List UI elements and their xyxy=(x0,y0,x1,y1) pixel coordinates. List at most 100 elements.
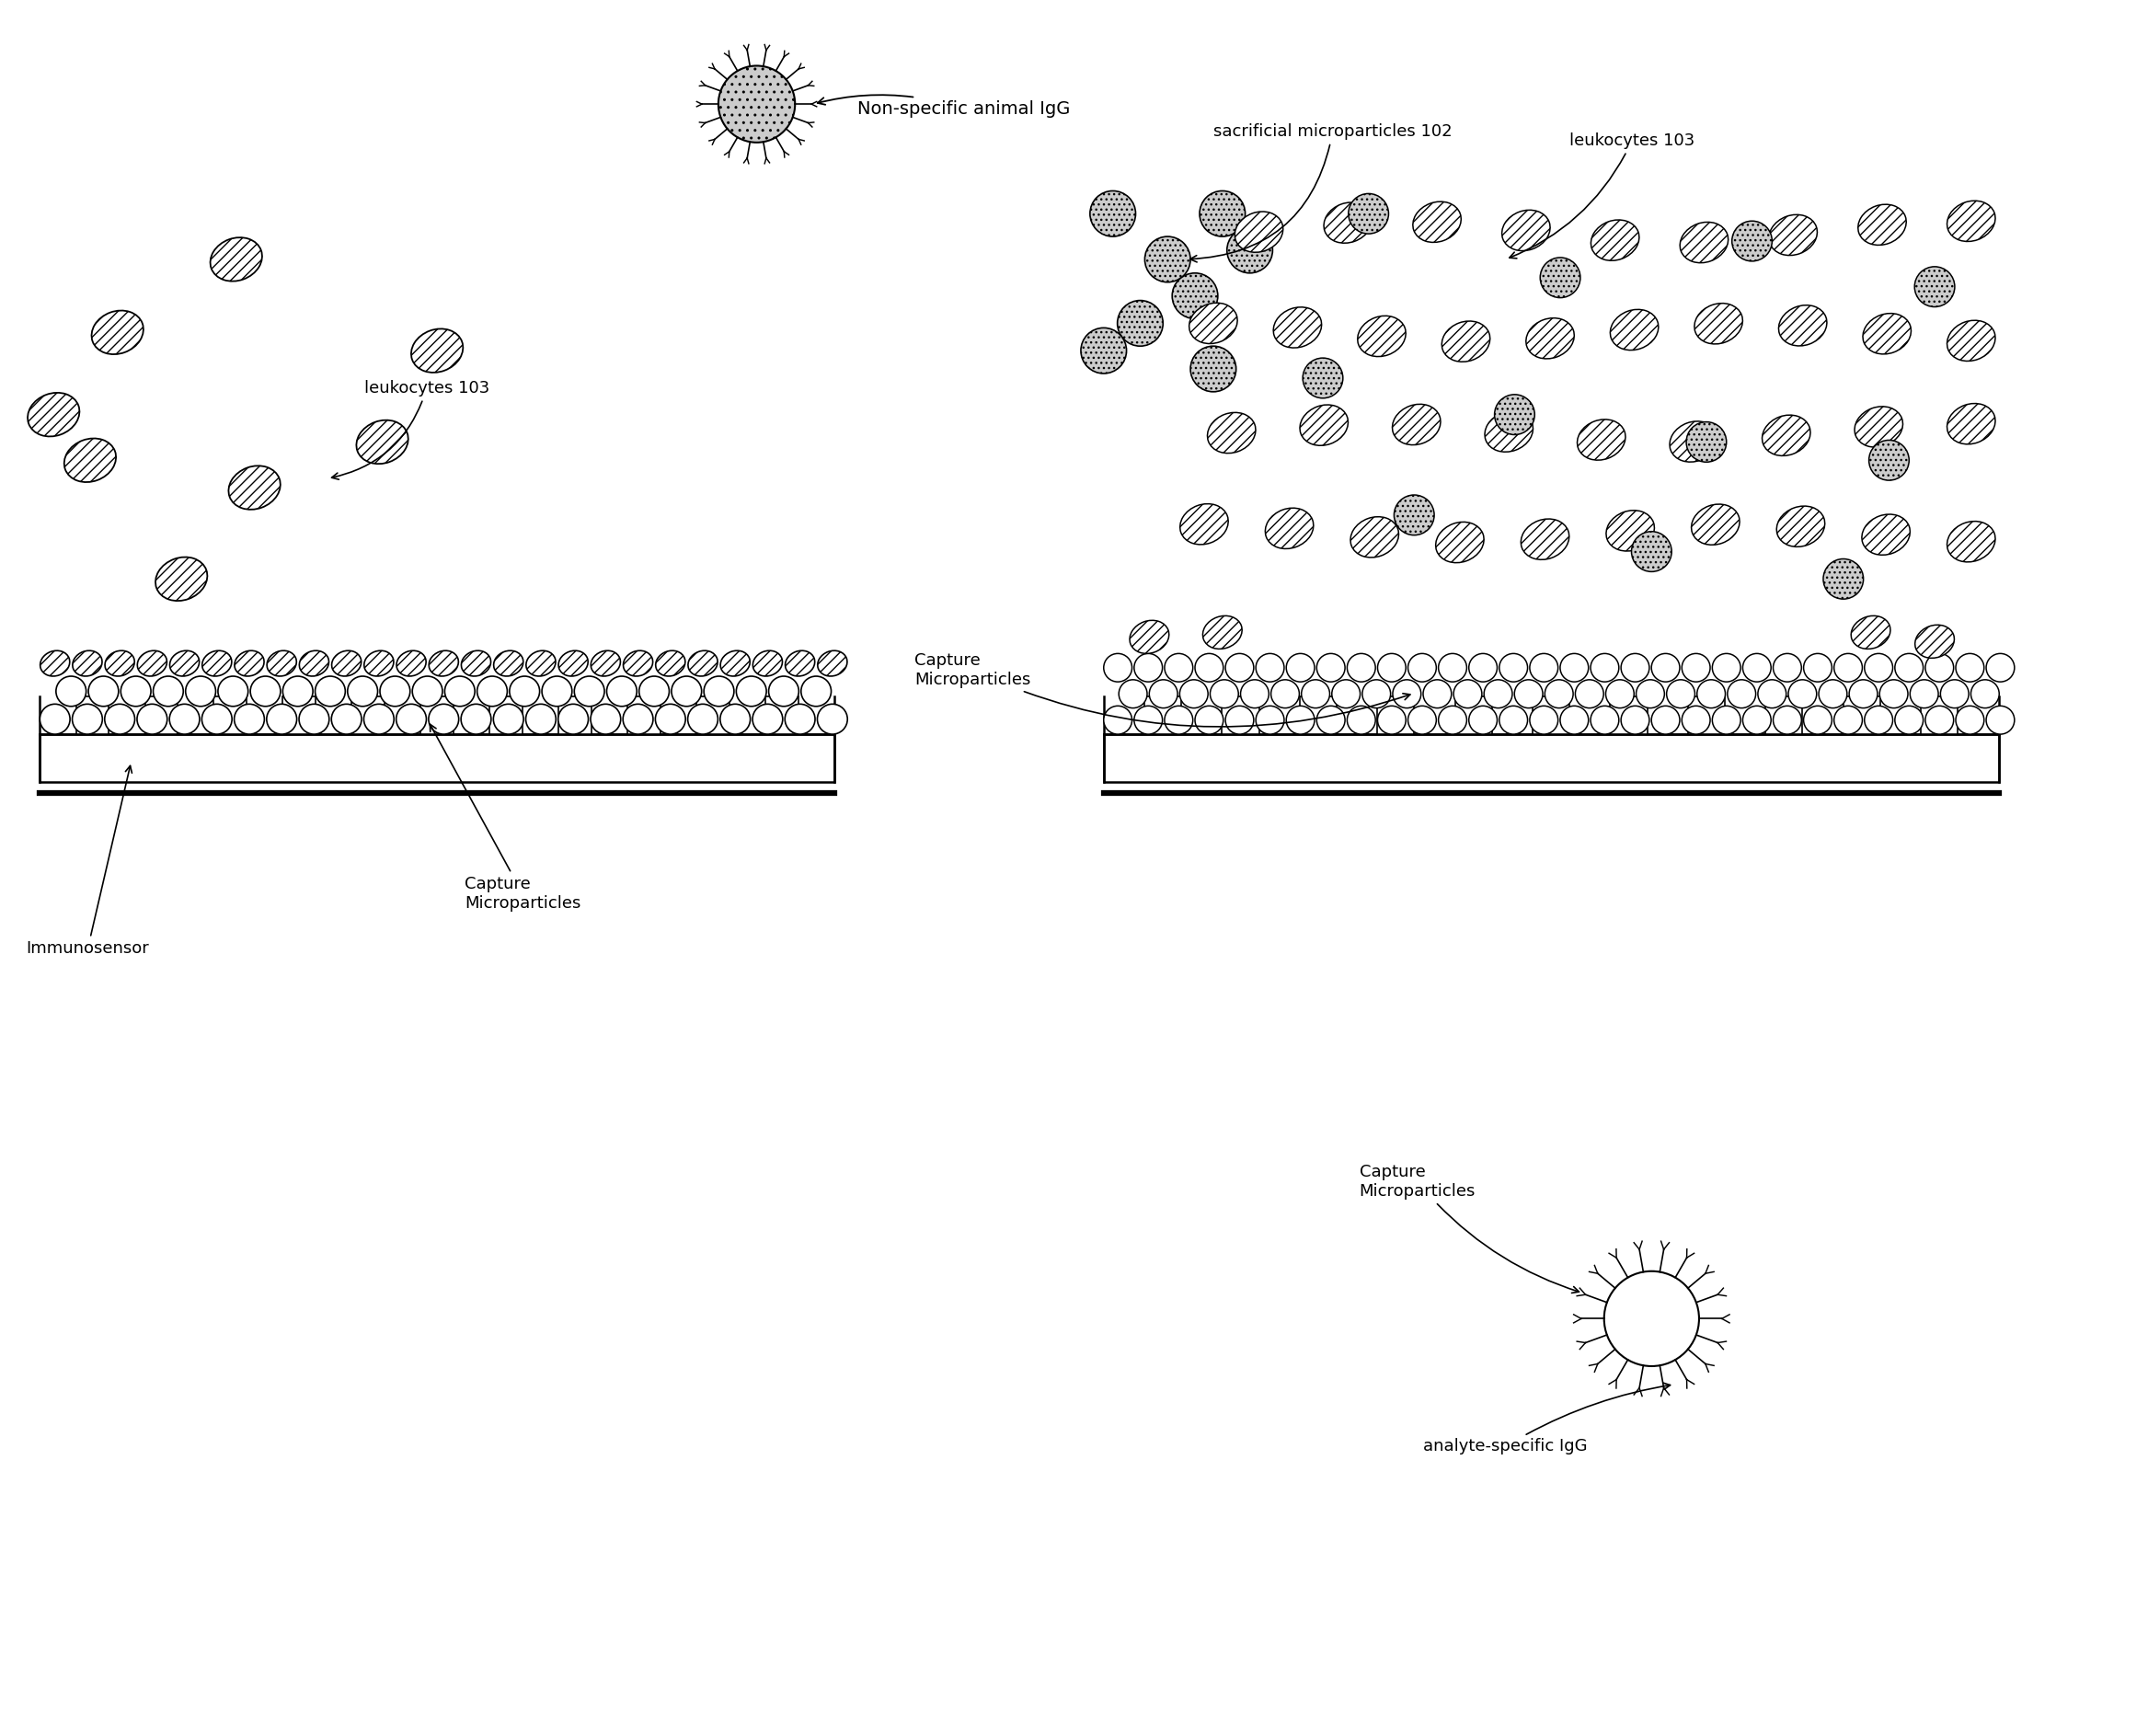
Circle shape xyxy=(202,705,232,734)
Ellipse shape xyxy=(1946,403,1995,444)
Circle shape xyxy=(41,705,71,734)
Circle shape xyxy=(1317,707,1345,734)
Circle shape xyxy=(623,705,653,734)
Circle shape xyxy=(1987,707,2015,734)
Circle shape xyxy=(1179,681,1207,708)
Ellipse shape xyxy=(1521,519,1570,559)
Circle shape xyxy=(1819,681,1847,708)
Ellipse shape xyxy=(558,651,589,675)
Circle shape xyxy=(153,677,183,707)
Circle shape xyxy=(1209,681,1239,708)
Circle shape xyxy=(1164,653,1192,682)
Bar xyxy=(352,696,384,734)
Ellipse shape xyxy=(1413,201,1461,243)
Ellipse shape xyxy=(1854,406,1903,448)
Circle shape xyxy=(720,705,750,734)
Circle shape xyxy=(185,677,215,707)
Ellipse shape xyxy=(1669,422,1718,462)
Circle shape xyxy=(752,705,782,734)
Ellipse shape xyxy=(1916,625,1955,658)
Ellipse shape xyxy=(1358,316,1405,356)
Circle shape xyxy=(299,705,329,734)
Circle shape xyxy=(1194,653,1222,682)
Ellipse shape xyxy=(1130,620,1169,653)
Bar xyxy=(1611,696,1648,734)
Circle shape xyxy=(1317,653,1345,682)
Ellipse shape xyxy=(1611,309,1658,351)
Circle shape xyxy=(266,705,296,734)
Ellipse shape xyxy=(410,328,464,373)
Ellipse shape xyxy=(170,651,200,675)
Circle shape xyxy=(477,677,507,707)
Ellipse shape xyxy=(1776,507,1826,547)
Circle shape xyxy=(1242,681,1269,708)
Circle shape xyxy=(672,677,702,707)
Ellipse shape xyxy=(1300,404,1349,446)
Text: sacrificial microparticles 102: sacrificial microparticles 102 xyxy=(1190,123,1452,262)
Ellipse shape xyxy=(155,557,208,601)
Ellipse shape xyxy=(1592,220,1639,260)
Circle shape xyxy=(1880,681,1907,708)
Ellipse shape xyxy=(1274,307,1321,347)
Circle shape xyxy=(1194,707,1222,734)
Circle shape xyxy=(1302,358,1342,398)
Circle shape xyxy=(1499,653,1527,682)
Bar xyxy=(1104,734,1998,781)
Bar xyxy=(1843,696,1880,734)
Circle shape xyxy=(509,677,539,707)
Text: Capture
Microparticles: Capture Microparticles xyxy=(430,724,580,911)
Circle shape xyxy=(1424,681,1452,708)
Circle shape xyxy=(412,677,442,707)
Ellipse shape xyxy=(1441,321,1491,361)
Bar xyxy=(1920,696,1957,734)
Ellipse shape xyxy=(1577,420,1626,460)
Circle shape xyxy=(1590,707,1620,734)
Circle shape xyxy=(105,705,135,734)
Circle shape xyxy=(1772,707,1802,734)
Ellipse shape xyxy=(623,651,653,675)
Bar xyxy=(765,696,799,734)
Circle shape xyxy=(1257,653,1285,682)
Circle shape xyxy=(1605,1271,1699,1366)
Bar xyxy=(1688,696,1725,734)
Circle shape xyxy=(737,677,767,707)
Bar xyxy=(215,696,247,734)
Circle shape xyxy=(120,677,150,707)
Bar xyxy=(1766,696,1802,734)
Circle shape xyxy=(1407,653,1437,682)
Bar xyxy=(1377,696,1413,734)
Circle shape xyxy=(1697,681,1725,708)
Bar xyxy=(627,696,659,734)
Circle shape xyxy=(1895,707,1922,734)
Ellipse shape xyxy=(1392,404,1441,444)
Circle shape xyxy=(1134,653,1162,682)
Circle shape xyxy=(1149,681,1177,708)
Circle shape xyxy=(769,677,799,707)
Ellipse shape xyxy=(462,651,492,675)
Circle shape xyxy=(784,705,814,734)
Circle shape xyxy=(1910,681,1937,708)
Circle shape xyxy=(73,705,103,734)
Ellipse shape xyxy=(1607,510,1654,550)
Circle shape xyxy=(56,677,86,707)
Bar xyxy=(696,696,730,734)
Circle shape xyxy=(217,677,247,707)
Circle shape xyxy=(1742,653,1770,682)
Circle shape xyxy=(1392,681,1422,708)
Ellipse shape xyxy=(92,311,144,354)
Ellipse shape xyxy=(1946,321,1995,361)
Circle shape xyxy=(1652,707,1680,734)
Circle shape xyxy=(1914,267,1955,307)
Ellipse shape xyxy=(64,439,116,483)
Circle shape xyxy=(1559,707,1587,734)
Circle shape xyxy=(1454,681,1482,708)
Ellipse shape xyxy=(655,651,685,675)
Ellipse shape xyxy=(105,651,135,675)
Ellipse shape xyxy=(397,651,425,675)
Circle shape xyxy=(1804,653,1832,682)
Circle shape xyxy=(1804,707,1832,734)
Circle shape xyxy=(1257,707,1285,734)
Ellipse shape xyxy=(1852,616,1890,649)
Circle shape xyxy=(606,677,636,707)
Circle shape xyxy=(687,705,717,734)
